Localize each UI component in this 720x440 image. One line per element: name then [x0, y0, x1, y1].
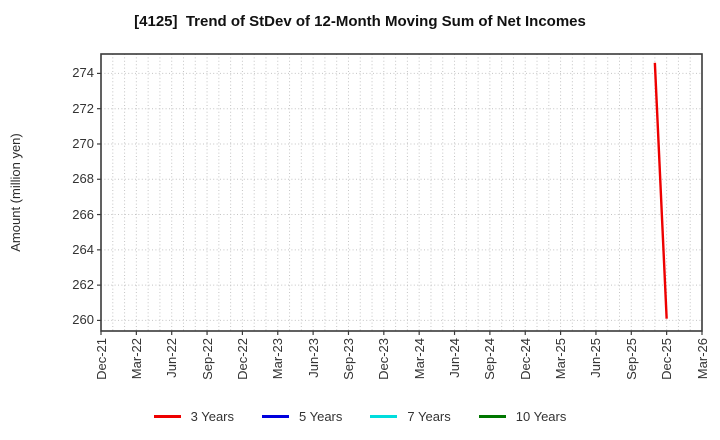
- y-tick-label: 272: [72, 100, 94, 116]
- chart-title: [4125] Trend of StDev of 12-Month Moving…: [134, 13, 586, 30]
- x-tick-label: Jun-23: [305, 338, 321, 378]
- x-tick-label: Sep-24: [482, 338, 498, 380]
- legend-label-7-years: 7 Years: [407, 408, 451, 424]
- y-tick-label: 268: [72, 171, 94, 187]
- y-tick-label: 270: [72, 135, 94, 151]
- legend-swatch-3-years: [153, 414, 181, 418]
- x-tick-label: Sep-22: [199, 338, 215, 380]
- x-tick-label: Jun-24: [447, 338, 463, 378]
- x-tick-label: Dec-23: [376, 338, 392, 380]
- series-line-3-years: [653, 62, 668, 319]
- legend-label-5-years: 5 Years: [299, 408, 343, 424]
- y-tick-label: 260: [72, 312, 94, 328]
- x-tick-label: Dec-25: [659, 338, 675, 380]
- x-tick-label: Jun-25: [588, 338, 604, 378]
- legend: 3 Years 5 Years 7 Years 10 Years: [0, 406, 720, 426]
- y-tick-label: 266: [72, 206, 94, 222]
- x-tick-label: Jun-22: [164, 338, 180, 378]
- y-tick-label: 262: [72, 277, 94, 293]
- y-tick-label: 274: [72, 65, 94, 81]
- legend-item-5-years: 5 Years: [262, 409, 342, 424]
- x-tick-label: Mar-22: [128, 338, 144, 380]
- plot-frame: [100, 53, 703, 332]
- x-tick-label: Sep-25: [623, 338, 639, 380]
- x-tick-label: Mar-25: [553, 338, 569, 380]
- legend-item-7-years: 7 Years: [370, 408, 451, 424]
- x-tick-label: Dec-24: [517, 338, 533, 380]
- legend-item-10-years: 10 Years: [478, 408, 567, 424]
- legend-label-3-years: 3 Years: [190, 408, 234, 424]
- legend-item-3-years: 3 Years: [153, 408, 234, 424]
- legend-swatch-7-years: [370, 414, 398, 418]
- legend-swatch-5-years: [262, 414, 289, 418]
- legend-label-10-years: 10 Years: [515, 408, 567, 424]
- x-tick-label: Mar-24: [411, 338, 427, 380]
- x-tick-label: Mar-23: [270, 338, 286, 380]
- x-tick-label: Dec-22: [234, 338, 250, 380]
- y-tick-label: 264: [72, 241, 94, 257]
- x-tick-label: Mar-26: [694, 338, 710, 380]
- x-tick-label: Dec-21: [93, 338, 109, 380]
- legend-swatch-10-years: [478, 414, 506, 418]
- x-tick-label: Sep-23: [340, 338, 356, 380]
